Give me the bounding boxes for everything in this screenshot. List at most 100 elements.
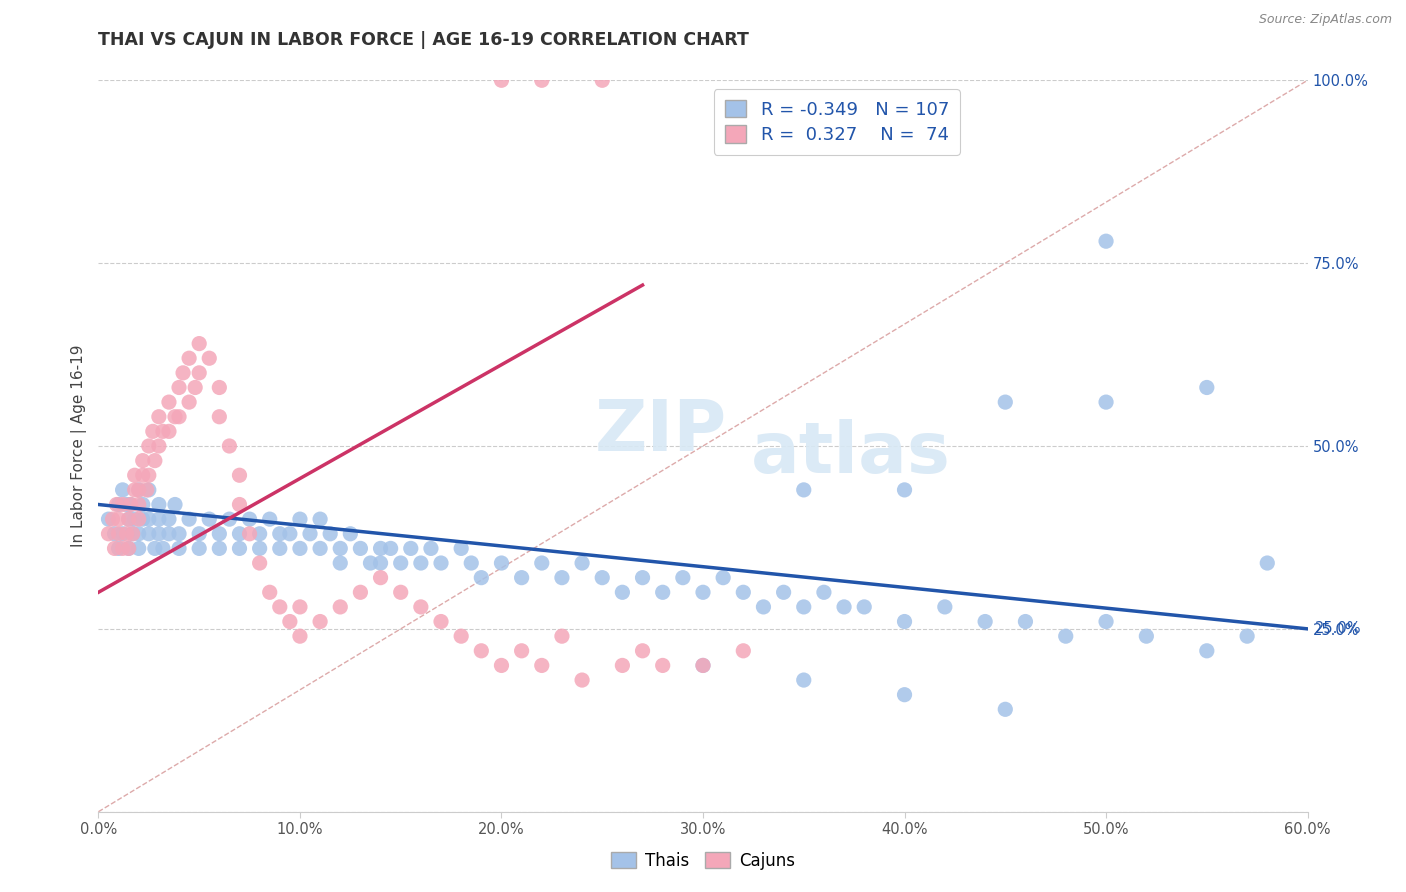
Point (167, 526, 190, 541)
Point (128, 483, 150, 497)
Point (120, 498, 142, 512)
Point (1236, 629, 1258, 643)
Point (329, 556, 352, 570)
Point (152, 541, 174, 556)
Text: THAI VS CAJUN IN LABOR FORCE | AGE 16-19 CORRELATION CHART: THAI VS CAJUN IN LABOR FORCE | AGE 16-19… (98, 31, 749, 49)
Point (460, 556, 482, 570)
Point (510, 644, 533, 658)
Point (218, 439, 240, 453)
Point (124, 512, 146, 526)
Point (239, 512, 262, 526)
Point (309, 615, 332, 629)
Point (893, 483, 915, 497)
Point (208, 380, 231, 394)
Point (107, 541, 129, 556)
Point (188, 366, 211, 380)
Point (97, 526, 120, 541)
Point (430, 615, 453, 629)
Point (329, 541, 352, 556)
Point (329, 599, 352, 614)
Point (349, 585, 371, 599)
Point (135, 483, 157, 497)
Point (118, 512, 141, 526)
Point (228, 526, 250, 541)
Point (228, 541, 250, 556)
Point (132, 468, 155, 483)
Point (591, 571, 613, 585)
Point (148, 439, 170, 453)
Point (339, 526, 361, 541)
Point (188, 526, 211, 541)
Point (198, 512, 221, 526)
Point (105, 498, 128, 512)
Point (163, 409, 186, 424)
Point (893, 688, 915, 702)
Point (138, 526, 160, 541)
Point (128, 512, 150, 526)
Point (491, 556, 513, 570)
Point (752, 599, 775, 614)
Point (612, 585, 634, 599)
Point (132, 512, 155, 526)
Point (399, 541, 422, 556)
Point (118, 512, 141, 526)
Point (208, 526, 231, 541)
Point (651, 585, 673, 599)
Point (111, 483, 134, 497)
Point (111, 526, 134, 541)
Point (218, 512, 240, 526)
Point (157, 512, 180, 526)
Point (793, 483, 815, 497)
Point (551, 629, 574, 643)
Point (121, 526, 143, 541)
Point (115, 526, 138, 541)
Point (1135, 629, 1157, 643)
Point (278, 615, 301, 629)
Text: 25.0%: 25.0% (1315, 622, 1361, 636)
Point (612, 658, 634, 673)
Point (772, 585, 794, 599)
Point (124, 468, 146, 483)
Point (419, 541, 441, 556)
Point (370, 571, 392, 585)
Point (107, 498, 129, 512)
Point (111, 498, 134, 512)
Point (430, 556, 453, 570)
Point (208, 541, 231, 556)
Point (672, 571, 695, 585)
Point (631, 571, 654, 585)
Point (1095, 234, 1118, 248)
Point (103, 526, 125, 541)
Point (299, 526, 322, 541)
Point (128, 526, 150, 541)
Point (132, 498, 155, 512)
Point (571, 673, 593, 687)
Point (118, 541, 141, 556)
Point (167, 380, 190, 394)
Point (813, 585, 835, 599)
Point (228, 498, 250, 512)
Point (118, 541, 141, 556)
Point (177, 512, 201, 526)
Point (128, 498, 150, 512)
Point (491, 73, 513, 87)
Point (128, 483, 150, 497)
Point (1095, 615, 1118, 629)
Text: atlas: atlas (751, 419, 952, 488)
Point (631, 644, 654, 658)
Text: Source: ZipAtlas.com: Source: ZipAtlas.com (1258, 13, 1392, 27)
Point (177, 395, 201, 409)
Point (309, 512, 332, 526)
Point (551, 571, 574, 585)
Point (143, 453, 166, 467)
Point (853, 599, 876, 614)
Point (389, 556, 412, 570)
Point (370, 556, 392, 570)
Point (692, 658, 714, 673)
Point (409, 599, 432, 614)
Point (692, 658, 714, 673)
Point (157, 395, 180, 409)
Point (319, 526, 342, 541)
Point (128, 541, 150, 556)
Point (711, 571, 734, 585)
